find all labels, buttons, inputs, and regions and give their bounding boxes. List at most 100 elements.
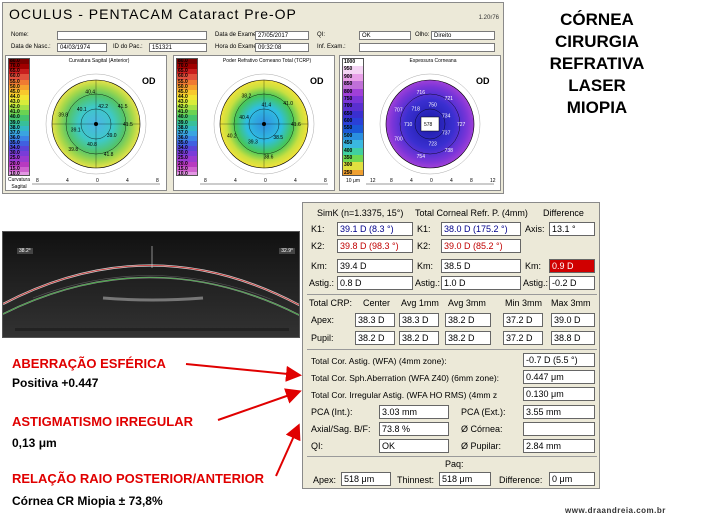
- map-panel-thickness[interactable]: 1000 950 900 850 800 750 700 650 600 550 500 450 400…: [339, 55, 501, 191]
- tcrp-title: Total Corneal Refr. P. (4mm): [415, 208, 528, 218]
- annotation-spherical-value: Positiva +0.447: [12, 376, 99, 390]
- footer-url: www.draandreia.com.br: [565, 506, 666, 515]
- color-scale-thickness: 1000 950 900 850 800 750 700 650 600 550 500 450 400…: [342, 58, 364, 176]
- crp-col-center: Center: [363, 298, 391, 308]
- scale-value: 25.0: [177, 156, 197, 162]
- title-line-refrativa: REFRATIVA: [549, 54, 645, 73]
- name-field[interactable]: [57, 31, 207, 40]
- scale-value: 850: [343, 81, 363, 89]
- scale-value: 45.0: [9, 89, 29, 95]
- km-label: Km:: [311, 261, 328, 271]
- separator: [307, 349, 597, 350]
- diff-km-value: 0.9 D: [549, 259, 595, 273]
- map-value: 734: [442, 113, 451, 119]
- map-value: 578: [424, 122, 433, 128]
- scale-value: 35.0: [177, 140, 197, 147]
- scale-value: 600: [343, 118, 363, 126]
- axis-tick-label: 4: [410, 178, 413, 184]
- map-value: 39.1: [71, 128, 81, 134]
- scale-value: 10.0: [9, 171, 29, 175]
- map-value: 737: [442, 131, 451, 137]
- color-scale-curvature: 80.0 70.0 65.0 60.0 55.0 50.0 45.0 44.0 43.0 42.0…: [8, 58, 30, 176]
- crp-pupil-center: 38.2 D: [355, 331, 395, 345]
- exam-time-field[interactable]: 09:32:08: [255, 43, 309, 52]
- map-value: 38.2: [242, 93, 252, 99]
- map-value: 40.8: [87, 142, 97, 148]
- diff-km-label: Km:: [525, 261, 542, 271]
- crp-apex-min3: 37.2 D: [503, 313, 543, 327]
- paq-thinnest-label: Thinnest:: [397, 475, 435, 485]
- astig-label: Astig.:: [309, 278, 335, 288]
- axis-tick-label: 4: [126, 178, 129, 184]
- scale-value: 34.0: [177, 145, 197, 152]
- scale-value: 38.0: [9, 125, 29, 131]
- tastig-value: 1.0 D: [441, 276, 521, 290]
- scale-value: 37.0: [9, 130, 29, 136]
- map-title: Espessura Corneana: [409, 58, 457, 64]
- eye-od-label: OD: [476, 76, 490, 86]
- scale-value: 44.0: [9, 94, 29, 100]
- map-value: 39.8: [68, 147, 78, 153]
- angle-left-label: 38.2°: [17, 248, 33, 254]
- scale-value: 15.0: [177, 166, 197, 172]
- scale-value: 20.0: [9, 161, 29, 167]
- exam-date-field[interactable]: 27/05/2017: [255, 31, 309, 40]
- axis-value: 13.1 °: [549, 222, 595, 236]
- exam-time-label: Hora do Exame:: [215, 44, 259, 50]
- crp-pupil-max3: 38.8 D: [551, 331, 595, 345]
- axis-tick-label: 8: [324, 178, 327, 184]
- axis-tick-label: 4: [450, 178, 453, 184]
- title-line-laser: LASER: [568, 76, 626, 95]
- wfa-irr-label: Total Cor. Irregular Astig. (WFA HO RMS)…: [311, 390, 498, 400]
- map-value: 39.0: [107, 133, 117, 139]
- map-value: 40.2: [227, 133, 237, 139]
- scale-value: 250: [343, 169, 363, 175]
- scale-value: 60.0: [177, 74, 197, 80]
- qi-field[interactable]: OK: [359, 31, 411, 40]
- scale-unit: Sagital: [11, 184, 27, 190]
- axis-tick-label: 0: [264, 178, 267, 184]
- scale-value: 30.0: [9, 151, 29, 157]
- scale-value: 43.0: [9, 99, 29, 106]
- scale-value: 500: [343, 132, 363, 141]
- map-value: 700: [394, 136, 403, 142]
- map-value: 41.5: [123, 122, 133, 128]
- crp-col-avg3: Avg 3mm: [448, 298, 486, 308]
- tkm-value: 38.5 D: [441, 259, 521, 273]
- eye-field[interactable]: Direito: [431, 31, 495, 40]
- scale-value: 70.0: [9, 63, 29, 70]
- inf-field[interactable]: [359, 43, 495, 52]
- crp-pupil-label: Pupil:: [311, 333, 334, 343]
- map-value: 727: [457, 122, 466, 128]
- dob-field[interactable]: 04/03/1974: [57, 43, 107, 52]
- axis-tick-label: 8: [390, 178, 393, 184]
- paq-diff-label: Difference:: [499, 475, 543, 485]
- pca-int-label: PCA (Int.):: [311, 407, 353, 417]
- eye-od-label: OD: [142, 76, 156, 86]
- scale-value: 80.0: [177, 59, 197, 65]
- map-value: 718: [412, 106, 421, 112]
- name-label: Nome:: [11, 32, 29, 38]
- astig-value: 0.8 D: [337, 276, 413, 290]
- tk1-value: 38.0 D (175.2 °): [441, 222, 521, 236]
- scale-value: 39.0: [9, 120, 29, 126]
- title-line-cirurgia: CIRURGIA: [554, 32, 640, 51]
- crp-apex-avg1: 38.3 D: [399, 313, 439, 327]
- paq-apex-label: Apex:: [313, 475, 337, 485]
- k1-value: 39.1 D (8.3 °): [337, 222, 413, 236]
- map-panel-curvature[interactable]: 80.0 70.0 65.0 60.0 55.0 50.0 45.0 44.0 43.0 42.0…: [5, 55, 167, 191]
- map-panel-tcrp[interactable]: 80.0 70.0 65.0 60.0 55.0 50.0 45.0 44.0 43.0 42.0…: [173, 55, 335, 191]
- scale-label: 10 μm: [346, 178, 360, 184]
- scale-value: 20.0: [177, 161, 197, 167]
- crp-col-max3: Max 3mm: [551, 298, 591, 308]
- scale-value: 900: [343, 73, 363, 82]
- id-field[interactable]: 151321: [149, 43, 207, 52]
- axis-tick-label: 0: [430, 178, 433, 184]
- scale-value: 30.0: [177, 151, 197, 157]
- k2-value: 39.8 D (98.3 °): [337, 239, 413, 253]
- eye-label: Olho:: [415, 32, 430, 38]
- map-value: 723: [428, 141, 437, 147]
- axis-tick-label: 12: [370, 178, 376, 184]
- wfa-astig-value: -0.7 D (5.5 °): [523, 353, 595, 367]
- map-value: 41.4: [261, 102, 271, 108]
